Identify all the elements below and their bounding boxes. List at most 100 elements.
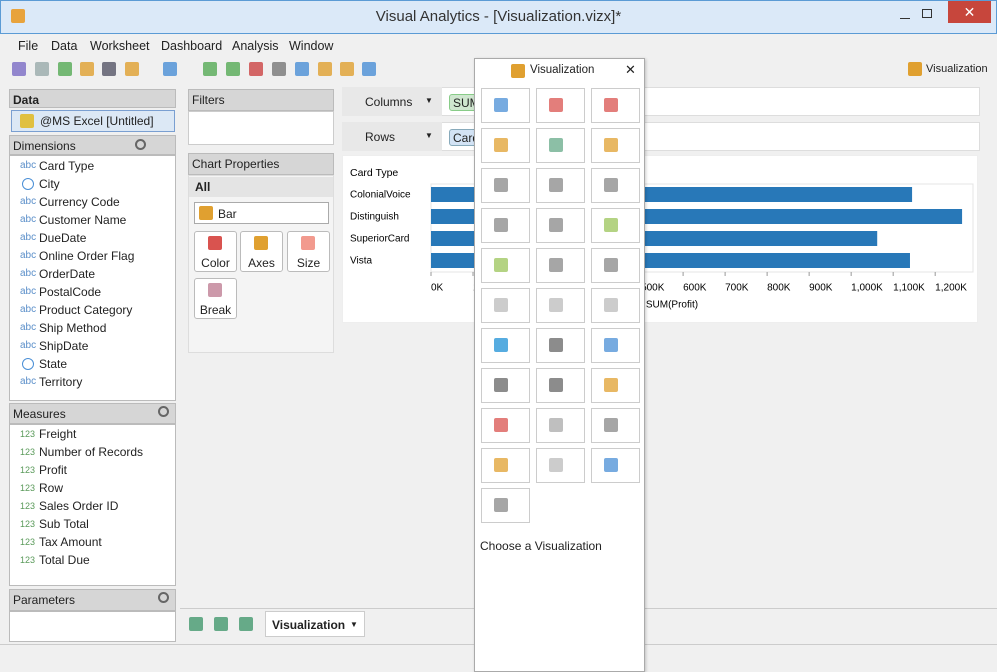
visualization-icon <box>604 218 618 232</box>
visualization-icon <box>549 98 563 112</box>
visualization-icon <box>549 418 563 432</box>
menu-item[interactable]: Analysis <box>232 39 279 53</box>
y-tick-label: Distinguish <box>350 212 399 223</box>
bar-icon <box>199 206 213 220</box>
search-icon <box>158 592 169 603</box>
field-type: 123 <box>20 537 36 547</box>
field-type: abc <box>20 304 37 315</box>
menu-item[interactable]: Window <box>289 39 334 53</box>
x-tick-label: 900K <box>809 283 833 294</box>
toolbar-button <box>125 62 139 76</box>
menu-item[interactable]: Dashboard <box>161 39 223 53</box>
dimension-field[interactable]: OrderDate <box>39 267 96 281</box>
measure-field[interactable]: Tax Amount <box>39 535 102 549</box>
field-type: 123 <box>20 501 36 511</box>
measure-field[interactable]: Profit <box>39 463 68 477</box>
toolbar-button <box>12 62 26 76</box>
property-button[interactable]: Color <box>194 231 237 272</box>
measure-field[interactable]: Number of Records <box>39 445 144 459</box>
visualization-icon <box>908 62 922 76</box>
parameters-header: Parameters <box>9 589 176 611</box>
measure-field[interactable]: Row <box>39 481 64 495</box>
field-type: 123 <box>20 555 36 565</box>
menu-item[interactable]: File <box>18 39 39 53</box>
visualization-icon <box>494 298 508 312</box>
visualization-option[interactable] <box>481 248 530 283</box>
toolbar-button <box>163 62 177 76</box>
visualization-option[interactable] <box>481 128 530 163</box>
visualization-option[interactable] <box>591 248 640 283</box>
geo-icon <box>22 178 34 190</box>
dimension-field[interactable]: Card Type <box>39 159 95 173</box>
plot-area <box>430 183 974 273</box>
x-tick-label: 500K <box>641 283 665 294</box>
visualization-option[interactable] <box>591 128 640 163</box>
y-tick-label: Vista <box>350 256 372 267</box>
sheet-tab[interactable]: Visualization <box>265 611 365 637</box>
measure-field[interactable]: Freight <box>39 427 77 441</box>
field-type: abc <box>20 196 37 207</box>
toolbar-button <box>295 62 309 76</box>
measure-field[interactable]: Total Due <box>39 553 90 567</box>
visualization-icon <box>604 298 618 312</box>
popup-footer: Choose a Visualization <box>480 539 602 553</box>
dimension-field[interactable]: PostalCode <box>39 285 102 299</box>
property-icon <box>254 236 268 250</box>
dimension-field[interactable]: Ship Method <box>39 321 107 335</box>
visualization-icon <box>494 458 508 472</box>
visualization-icon <box>494 98 508 112</box>
property-icon <box>208 236 222 250</box>
dimension-field[interactable]: Territory <box>39 375 83 389</box>
shelf-label: Columns <box>342 87 442 116</box>
visualization-icon <box>494 418 508 432</box>
popup-title: Visualization <box>530 64 595 76</box>
maximize-button[interactable] <box>922 9 932 18</box>
dimension-field[interactable]: ShipDate <box>39 339 89 353</box>
close-button[interactable]: ✕ <box>948 1 991 23</box>
visualization-button[interactable]: Visualization <box>926 63 988 75</box>
filters-header: Filters <box>188 89 334 111</box>
dimension-field[interactable]: City <box>39 177 60 191</box>
field-type: 123 <box>20 465 36 475</box>
visualization-icon <box>494 178 508 192</box>
filters-box <box>188 111 334 145</box>
visualization-icon <box>494 218 508 232</box>
measure-field[interactable]: Sub Total <box>39 517 89 531</box>
menu-item[interactable]: Data <box>51 39 78 53</box>
dimension-field[interactable]: State <box>39 357 68 371</box>
property-icon <box>208 283 222 297</box>
dimension-field[interactable]: Customer Name <box>39 213 127 227</box>
property-icon <box>301 236 315 250</box>
visualization-icon <box>549 258 563 272</box>
chart-type-select[interactable]: Bar <box>194 202 329 224</box>
visualization-icon <box>604 338 618 352</box>
data-source[interactable]: @MS Excel [Untitled] <box>11 110 175 132</box>
search-icon <box>135 139 146 150</box>
dropdown-arrow: ▼ <box>425 131 433 140</box>
measure-field[interactable]: Sales Order ID <box>39 499 119 513</box>
dimension-field[interactable]: Currency Code <box>39 195 120 209</box>
dimensions-list <box>9 155 176 401</box>
category-axis-title: Card Type <box>350 167 398 179</box>
window-title: Visual Analytics - [Visualization.vizx]* <box>375 8 622 25</box>
menu-item[interactable]: Worksheet <box>90 39 150 53</box>
all-tab[interactable]: All <box>189 177 333 197</box>
visualization-icon <box>604 98 618 112</box>
dimension-field[interactable]: Product Category <box>39 303 133 317</box>
field-type: 123 <box>20 429 36 439</box>
x-tick-label: 700K <box>725 283 749 294</box>
minimize-button[interactable] <box>900 9 910 19</box>
dimensions-header: Dimensions <box>9 135 176 155</box>
chart-properties-header: Chart Properties <box>188 153 334 175</box>
visualization-icon <box>494 138 508 152</box>
popup-close[interactable]: ✕ <box>625 62 636 77</box>
y-tick-label: SuperiorCard <box>350 234 409 245</box>
field-type: abc <box>20 340 37 351</box>
visualization-option[interactable] <box>536 168 585 203</box>
app-icon <box>11 9 25 23</box>
toolbar-button <box>318 62 332 76</box>
dimension-field[interactable]: DueDate <box>39 231 87 245</box>
dimension-field[interactable]: Online Order Flag <box>39 249 135 263</box>
field-type: 123 <box>20 483 36 493</box>
visualization-icon <box>604 178 618 192</box>
